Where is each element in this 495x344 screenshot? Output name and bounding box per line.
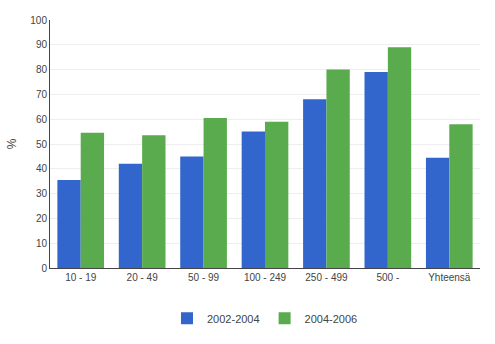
svg-text:100 - 249: 100 - 249 [244, 272, 287, 283]
svg-text:40: 40 [36, 163, 48, 174]
svg-text:2004-2006: 2004-2006 [305, 313, 358, 325]
svg-text:100: 100 [30, 15, 47, 26]
svg-text:60: 60 [36, 114, 48, 125]
svg-text:2002-2004: 2002-2004 [207, 313, 260, 325]
svg-text:Yhteensä: Yhteensä [428, 272, 471, 283]
svg-text:10: 10 [36, 238, 48, 249]
svg-text:50 - 99: 50 - 99 [188, 272, 220, 283]
svg-text:20: 20 [36, 213, 48, 224]
svg-text:70: 70 [36, 89, 48, 100]
svg-text:10 - 19: 10 - 19 [65, 272, 97, 283]
svg-text:90: 90 [36, 39, 48, 50]
svg-text:20 - 49: 20 - 49 [127, 272, 159, 283]
svg-text:%: % [5, 138, 19, 149]
svg-text:30: 30 [36, 188, 48, 199]
svg-text:0: 0 [41, 263, 47, 274]
svg-text:250 - 499: 250 - 499 [305, 272, 348, 283]
svg-text:500 -: 500 - [376, 272, 399, 283]
svg-text:50: 50 [36, 139, 48, 150]
svg-text:80: 80 [36, 64, 48, 75]
